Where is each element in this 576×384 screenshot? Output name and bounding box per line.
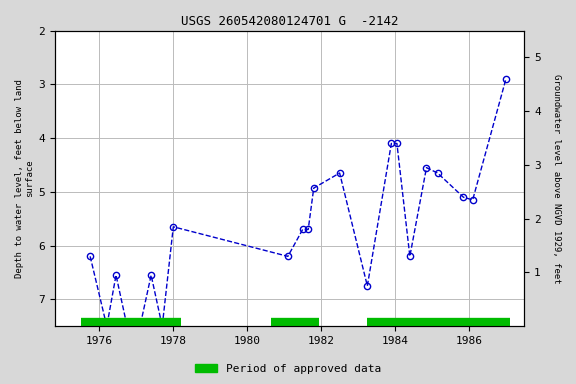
Y-axis label: Depth to water level, feet below land
surface: Depth to water level, feet below land su… — [15, 79, 35, 278]
Legend: Period of approved data: Period of approved data — [191, 359, 385, 379]
Y-axis label: Groundwater level above NGVD 1929, feet: Groundwater level above NGVD 1929, feet — [552, 74, 561, 283]
Title: USGS 260542080124701 G  -2142: USGS 260542080124701 G -2142 — [181, 15, 399, 28]
